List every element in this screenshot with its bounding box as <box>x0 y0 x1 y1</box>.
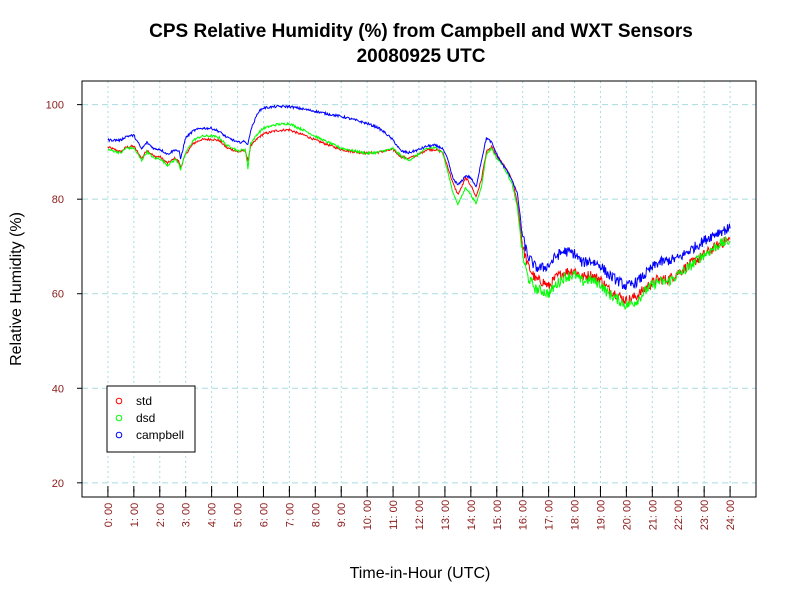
x-tick-label: 24: 00 <box>725 500 737 531</box>
chart-subtitle: 20080925 UTC <box>357 46 486 67</box>
x-tick-label: 10: 00 <box>362 500 374 531</box>
x-tick-label: 11: 00 <box>388 500 400 530</box>
x-tick-label: 1: 00 <box>129 503 141 527</box>
legend-marker-std <box>115 397 123 405</box>
x-tick-label: 20: 00 <box>621 500 633 531</box>
x-axis: 0: 00 1: 00 2: 00 3: 00 4: 00 5: 00 6: 00 7: 00… <box>103 486 737 530</box>
y-tick-label: 20 <box>52 478 64 490</box>
y-tick-label: 40 <box>52 383 64 395</box>
x-tick-label: 6: 00 <box>258 503 270 527</box>
x-tick-label: 7: 00 <box>284 503 296 527</box>
x-tick-label: 2: 00 <box>155 503 167 527</box>
y-tick-label: 80 <box>52 194 64 206</box>
chart-title: CPS Relative Humidity (%) from Campbell … <box>149 21 693 42</box>
x-axis-label: Time-in-Hour (UTC) <box>350 565 491 582</box>
x-tick-label: 0: 00 <box>103 503 115 527</box>
x-tick-label: 4: 00 <box>207 503 219 527</box>
grid <box>82 81 756 497</box>
x-tick-label: 3: 00 <box>181 503 193 527</box>
legend-label-std: std <box>136 394 152 408</box>
x-tick-label: 15: 00 <box>492 500 504 531</box>
x-tick-label: 16: 00 <box>518 500 530 531</box>
legend-marker-campbell <box>115 431 123 439</box>
x-tick-label: 21: 00 <box>647 500 659 531</box>
x-tick-label: 12: 00 <box>414 500 426 531</box>
x-tick-label: 13: 00 <box>440 500 452 531</box>
x-tick-label: 22: 00 <box>673 500 685 531</box>
legend-label-campbell: campbell <box>136 428 184 442</box>
x-tick-label: 19: 00 <box>595 500 607 531</box>
y-axis: 20 40 60 80 100 <box>46 100 82 490</box>
x-tick-label: 18: 00 <box>570 500 582 531</box>
series-line-campbell <box>107 104 731 291</box>
x-tick-label: 14: 00 <box>466 500 478 531</box>
legend: std dsd campbell <box>106 385 196 453</box>
x-tick-label: 17: 00 <box>544 500 556 531</box>
y-axis-label: Relative Humidity (%) <box>8 212 25 366</box>
x-tick-label: 9: 00 <box>336 503 348 527</box>
legend-marker-dsd <box>115 414 123 422</box>
x-tick-label: 8: 00 <box>310 503 322 527</box>
x-tick-label: 23: 00 <box>699 500 711 531</box>
series-lines <box>107 104 731 311</box>
legend-label-dsd: dsd <box>136 411 155 425</box>
y-tick-label: 100 <box>46 100 64 112</box>
y-tick-label: 60 <box>52 289 64 301</box>
series-line-dsd <box>107 121 731 311</box>
x-tick-label: 5: 00 <box>233 503 245 527</box>
